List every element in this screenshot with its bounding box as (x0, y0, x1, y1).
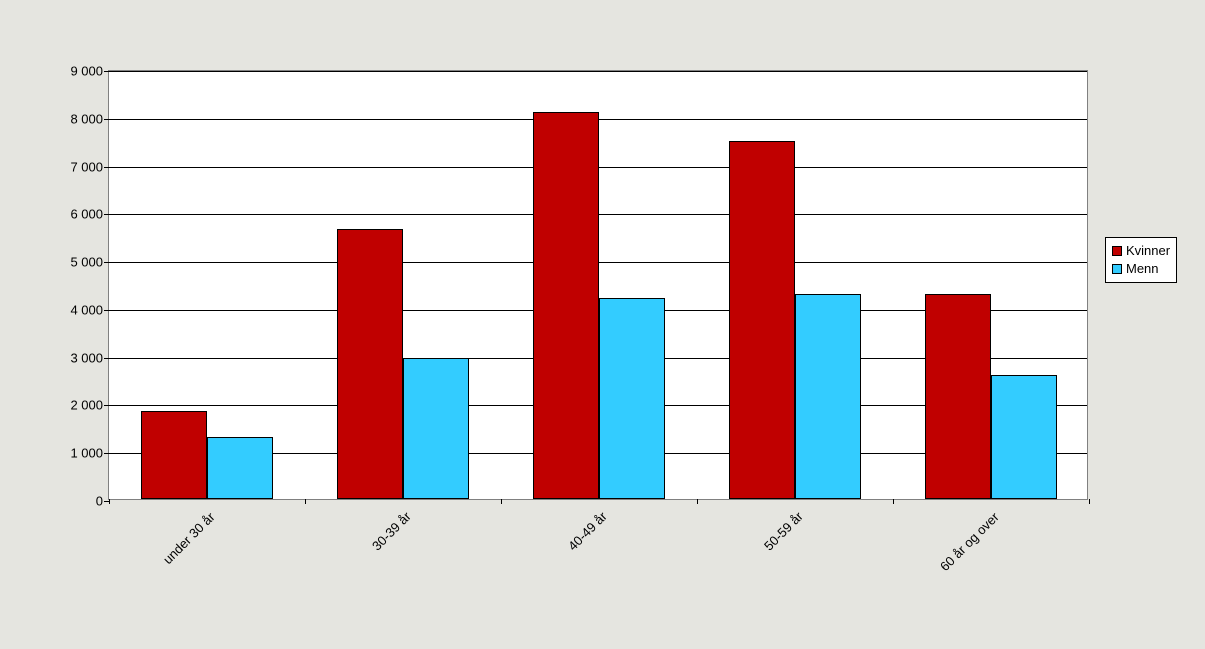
grid-line (109, 71, 1087, 72)
y-tick-label: 0 (96, 494, 109, 509)
y-tick-label: 4 000 (70, 302, 109, 317)
x-tick-mark (501, 499, 502, 504)
legend-swatch (1112, 246, 1122, 256)
plot-area: 01 0002 0003 0004 0005 0006 0007 0008 00… (108, 70, 1088, 500)
legend-label: Kvinner (1126, 242, 1170, 260)
y-tick-label: 3 000 (70, 350, 109, 365)
x-tick-mark (893, 499, 894, 504)
x-tick-mark (1089, 499, 1090, 504)
y-tick-label: 8 000 (70, 111, 109, 126)
bar-kvinner (337, 229, 403, 499)
bar-menn (599, 298, 665, 499)
y-tick-label: 9 000 (70, 64, 109, 79)
bar-menn (991, 375, 1057, 499)
x-tick-mark (109, 499, 110, 504)
x-tick-mark (305, 499, 306, 504)
chart-container: 0 1 000 2 000 3 000 4 000 5 000 6 000 7 000 8 00… (0, 0, 1205, 649)
x-axis-label: under 30 år (160, 509, 218, 567)
x-axis-label: 60 år og over (937, 509, 1002, 574)
x-axis-label: 30-39 år (369, 509, 414, 554)
y-tick-label: 7 000 (70, 159, 109, 174)
bar-menn (795, 294, 861, 499)
bar-kvinner (533, 112, 599, 499)
y-tick-label: 1 000 (70, 446, 109, 461)
x-tick-mark (697, 499, 698, 504)
bar-kvinner (729, 141, 795, 499)
bar-kvinner (141, 411, 207, 499)
legend-swatch (1112, 264, 1122, 274)
legend-item: Kvinner (1112, 242, 1170, 260)
y-tick-label: 2 000 (70, 398, 109, 413)
legend-label: Menn (1126, 260, 1159, 278)
x-axis-label: 40-49 år (565, 509, 610, 554)
y-tick-label: 5 000 (70, 255, 109, 270)
bar-menn (207, 437, 273, 499)
legend-item: Menn (1112, 260, 1170, 278)
y-tick-label: 6 000 (70, 207, 109, 222)
x-axis-label: 50-59 år (761, 509, 806, 554)
legend: KvinnerMenn (1105, 237, 1177, 283)
bar-kvinner (925, 294, 991, 499)
bar-menn (403, 358, 469, 499)
